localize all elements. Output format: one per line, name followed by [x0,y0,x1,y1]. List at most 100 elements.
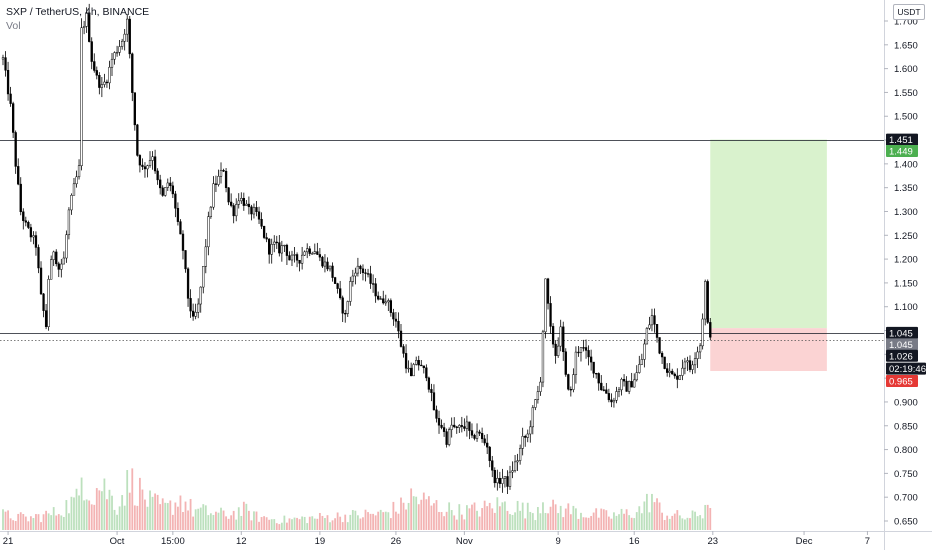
volume-bar [656,498,658,530]
candle-body [50,259,53,280]
candle-body [235,204,238,217]
candle-body [513,461,517,471]
stop-loss-zone[interactable] [710,328,827,371]
volume-bar [313,518,316,530]
candle-body [448,429,451,445]
time-tick-label: Oct [110,536,125,547]
candle-body [541,331,545,383]
volume-bar [628,515,631,530]
candle-body [19,183,22,213]
volume-bar [98,490,101,530]
volume-bar [425,499,428,530]
candle-body [595,373,598,375]
volume-bar [392,501,395,530]
candle-body [709,322,712,338]
candle-body [503,476,507,479]
volume-bar [93,504,96,530]
volume-bar [184,501,187,530]
volume-bar [250,520,253,530]
candle-body [359,265,362,270]
currency-badge[interactable]: USDT [893,4,925,20]
volume-bar [645,493,648,530]
volume-bar [514,512,516,530]
volume-bar [149,490,151,530]
volume-bar [293,517,296,530]
volume-bar [202,504,205,530]
candle-body [491,460,494,471]
candle-body [587,350,590,358]
price-tick-label: 1.650 [894,40,918,51]
candle-body [638,364,641,373]
volume-bar [29,516,32,530]
candle-body [440,424,443,428]
candle-body [113,52,116,60]
volume-bar [346,522,349,530]
candle-body [356,265,360,274]
volume-bar [95,488,98,530]
volume-bar [577,518,580,530]
candle-body [331,265,334,278]
volume-bar [42,514,45,530]
volume-bar [678,515,681,530]
volume-bar [273,519,276,530]
candle-body [488,446,491,461]
volume-bar [498,506,501,530]
candle-body [214,183,218,185]
volume-bar [694,511,696,530]
volume-bar [602,509,605,530]
candle-body [496,477,499,484]
volume-indicator-label[interactable]: Vol [6,20,21,32]
candle-body [351,275,354,282]
price-tick-label: 1.400 [894,159,918,170]
volume-bar [504,501,506,530]
candle-body [285,244,289,256]
candle-body [650,315,654,326]
volume-bar [197,508,200,530]
long-position-tool[interactable] [710,139,827,371]
time-axis[interactable]: 21 Oct 15:00 12 19 26 Nov 9 16 23 Dec 7 [3,531,870,547]
price-axis[interactable]: 0.6500.7000.7500.8000.8500.9000.9501.000… [884,17,918,528]
candle-body [432,392,436,411]
candle-body [361,268,365,274]
symbol-title[interactable]: SXP / TetherUS, 4h, BINANCE [6,6,150,18]
candle-body [333,277,337,284]
candle-body [22,211,25,221]
volume-bar [151,496,154,530]
price-label: 1.026 [889,351,913,362]
candle-body [415,360,418,365]
candle-body [67,209,71,236]
volume-bar [643,501,646,530]
candle-body [589,356,593,363]
volume-bar [298,519,301,530]
volume-bar [433,503,435,530]
candle-body [290,254,294,261]
volume-bar [138,477,141,530]
candle-body [628,381,631,392]
candle-body [344,313,347,315]
volume-bar [635,512,638,530]
candle-body [582,347,585,349]
candle-body [141,164,144,167]
candle-body [204,246,207,267]
candle-body [458,425,461,428]
volume-bar [473,502,476,530]
volume-bar [422,492,425,530]
price-tick-label: 0.850 [894,421,918,432]
candle-body [242,197,245,206]
volume-bar [440,512,443,530]
candle-body [252,207,256,215]
candle-body [123,33,126,42]
volume-bar [88,500,91,530]
volume-bar [179,495,182,530]
candle-body [655,324,659,338]
profit-zone[interactable] [710,139,827,329]
volume-bar [85,499,88,530]
volume-bar [144,499,146,530]
candle-body [460,425,463,427]
volume-bar [658,502,661,530]
candle-body [262,225,266,238]
volume-bar [182,512,184,530]
candle-body [128,18,131,55]
horizontal-lines[interactable] [0,140,884,341]
